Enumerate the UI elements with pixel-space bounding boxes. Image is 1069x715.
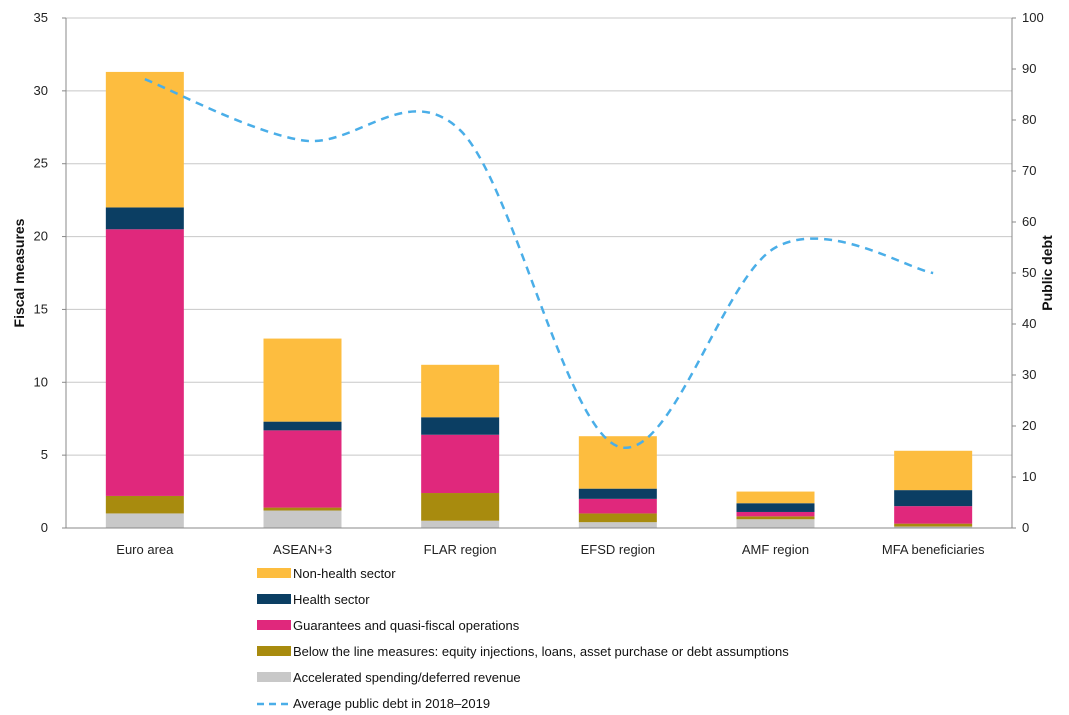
bar-segment [105,495,184,514]
bar-segment [736,519,815,528]
legend-label: Non-health sector [293,566,396,581]
bar-segment [894,450,973,491]
y2-tick-label: 40 [1022,316,1036,331]
legend-label: Average public debt in 2018–2019 [293,696,490,711]
y-tick-label: 5 [41,447,48,462]
bar-segment [421,493,500,521]
bar-segment [263,430,342,508]
legend-label: Guarantees and quasi-fiscal operations [293,618,520,633]
y-tick-label: 30 [34,83,48,98]
y2-axis-title: Public debt [1039,235,1055,311]
bar-segment [105,229,184,496]
bar-segment [894,523,973,527]
y-tick-label: 15 [34,301,48,316]
legend-label: Health sector [293,592,370,607]
bar-segment [894,526,973,528]
bar-segment [421,364,500,418]
x-tick-label: AMF region [742,542,809,557]
legend-swatch [257,646,291,656]
bar-segment [578,498,657,514]
y-tick-label: 10 [34,374,48,389]
y2-tick-label: 30 [1022,367,1036,382]
y-tick-label: 0 [41,520,48,535]
bar-segment [736,516,815,520]
bars [105,71,973,528]
legend-swatch [257,568,291,578]
axes [65,18,1013,529]
y2-tick-label: 70 [1022,163,1036,178]
debt-line-path [144,78,934,450]
bar-segment [894,490,973,507]
bar-segment [105,513,184,528]
y-tick-label: 35 [34,10,48,25]
y2-tick-label: 60 [1022,214,1036,229]
y-tick-label: 20 [34,229,48,244]
debt-line [144,78,934,450]
bar-segment [578,488,657,499]
legend-swatch [257,672,291,682]
x-tick-label: Euro area [116,542,174,557]
bar-segment [421,434,500,494]
y2-tick-label: 0 [1022,520,1029,535]
bar-segment [736,491,815,504]
tick-labels: 0 5 10 15 20 25 30 35 0 10 20 30 40 50 60 70 80 90 100 Euro… [34,10,1044,557]
legend-swatch [257,620,291,630]
bar-segment [736,511,815,517]
bar-segment [578,522,657,528]
y-axis-title: Fiscal measures [11,218,27,327]
bar-segment [421,417,500,435]
legend-label: Accelerated spending/deferred revenue [293,670,521,685]
y2-tick-label: 10 [1022,469,1036,484]
y2-tick-label: 50 [1022,265,1036,280]
y2-tick-label: 80 [1022,112,1036,127]
y2-tick-label: 20 [1022,418,1036,433]
x-tick-label: ASEAN+3 [273,542,332,557]
bar-segment [578,513,657,523]
y2-tick-label: 90 [1022,61,1036,76]
legend-swatch [257,594,291,604]
bar-segment [105,71,184,208]
x-tick-label: MFA beneficiaries [882,542,985,557]
bar-segment [263,421,342,431]
x-tick-label: EFSD region [581,542,655,557]
bar-segment [421,520,500,528]
bar-segment [578,436,657,489]
y2-tick-label: 100 [1022,10,1044,25]
bar-segment [263,507,342,511]
gridlines [66,17,1012,456]
legend: Non-health sector Health sector Guarantees… [257,566,789,711]
x-tick-label: FLAR region [424,542,497,557]
bar-segment [263,510,342,528]
bar-segment [263,338,342,422]
y-tick-label: 25 [34,156,48,171]
bar-segment [894,506,973,524]
bar-segment [736,503,815,512]
bar-segment [105,207,184,230]
legend-label: Below the line measures: equity injectio… [293,644,789,659]
